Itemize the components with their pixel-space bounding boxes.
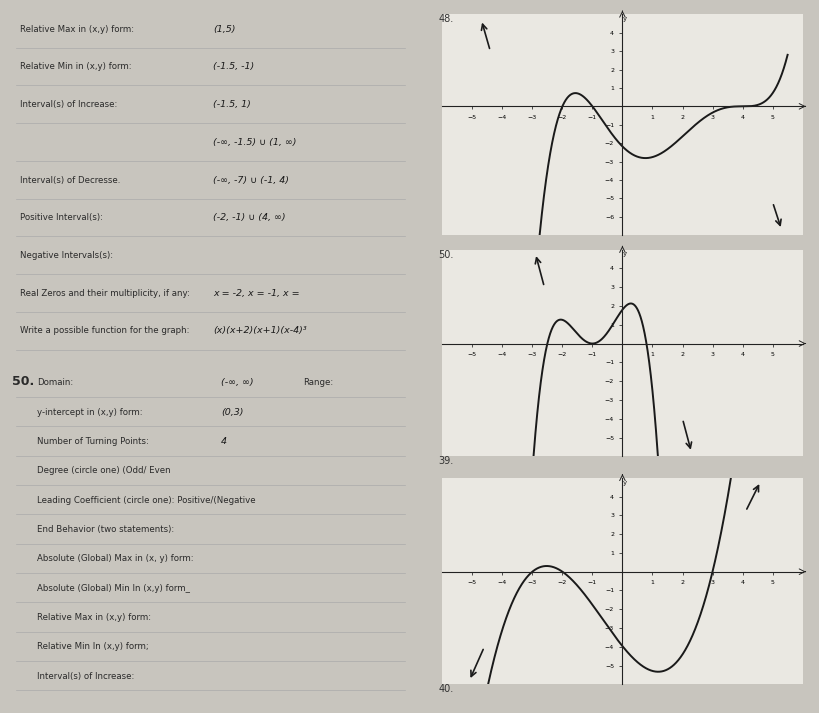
Text: Relative Max in (x,y) form:: Relative Max in (x,y) form: xyxy=(37,613,151,622)
Text: (1,5): (1,5) xyxy=(213,25,235,34)
Text: Domain:: Domain: xyxy=(37,378,73,387)
Text: (-2, -1) ∪ (4, ∞): (-2, -1) ∪ (4, ∞) xyxy=(213,213,286,222)
Text: (-1.5, -1): (-1.5, -1) xyxy=(213,62,254,71)
Text: (-∞, -1.5) ∪ (1, ∞): (-∞, -1.5) ∪ (1, ∞) xyxy=(213,138,296,147)
Text: (-∞, ∞): (-∞, ∞) xyxy=(221,378,254,387)
Text: Number of Turning Points:: Number of Turning Points: xyxy=(37,437,149,446)
Text: Real Zeros and their multiplicity, if any:: Real Zeros and their multiplicity, if an… xyxy=(20,289,190,298)
Text: Negative Intervals(s):: Negative Intervals(s): xyxy=(20,251,114,260)
Text: Relative Max in (x,y) form:: Relative Max in (x,y) form: xyxy=(20,25,134,34)
Text: Leading Coefficient (circle one): Positive/(Negative: Leading Coefficient (circle one): Positi… xyxy=(37,496,256,505)
Text: Absolute (Global) Max in (x, y) form:: Absolute (Global) Max in (x, y) form: xyxy=(37,554,193,563)
Text: Range:: Range: xyxy=(303,378,333,387)
Text: (0,3): (0,3) xyxy=(221,408,243,416)
Text: (-1.5, 1): (-1.5, 1) xyxy=(213,100,251,109)
Text: y: y xyxy=(622,252,627,257)
Text: Positive Interval(s):: Positive Interval(s): xyxy=(20,213,103,222)
Text: (x)(x+2)(x+1)(x-4)³: (x)(x+2)(x+1)(x-4)³ xyxy=(213,327,306,335)
Text: 40.: 40. xyxy=(438,684,454,694)
Text: Write a possible function for the graph:: Write a possible function for the graph: xyxy=(20,327,190,335)
Text: (-∞, -7) ∪ (-1, 4): (-∞, -7) ∪ (-1, 4) xyxy=(213,175,289,185)
Text: 48.: 48. xyxy=(438,14,454,24)
Text: 50.: 50. xyxy=(438,250,454,260)
Text: x = -2, x = -1, x =: x = -2, x = -1, x = xyxy=(213,289,300,298)
Text: 50.: 50. xyxy=(12,374,34,388)
Text: End Behavior (two statements):: End Behavior (two statements): xyxy=(37,525,174,534)
Text: Relative Min in (x,y) form:: Relative Min in (x,y) form: xyxy=(20,62,132,71)
Text: Absolute (Global) Min In (x,y) form_: Absolute (Global) Min In (x,y) form_ xyxy=(37,583,190,593)
Text: 39.: 39. xyxy=(438,456,454,466)
Text: 4: 4 xyxy=(221,437,227,446)
Text: Relative Min In (x,y) form;: Relative Min In (x,y) form; xyxy=(37,642,148,651)
Text: Interval(s) of Decresse.: Interval(s) of Decresse. xyxy=(20,175,121,185)
Text: y: y xyxy=(622,16,627,22)
Text: Degree (circle one) (Odd/ Even: Degree (circle one) (Odd/ Even xyxy=(37,466,170,475)
Text: y-intercept in (x,y) form:: y-intercept in (x,y) form: xyxy=(37,408,143,416)
Text: y: y xyxy=(622,480,627,486)
Text: Interval(s) of Increase:: Interval(s) of Increase: xyxy=(20,100,118,109)
Text: Interval(s) of Increase:: Interval(s) of Increase: xyxy=(37,672,134,681)
